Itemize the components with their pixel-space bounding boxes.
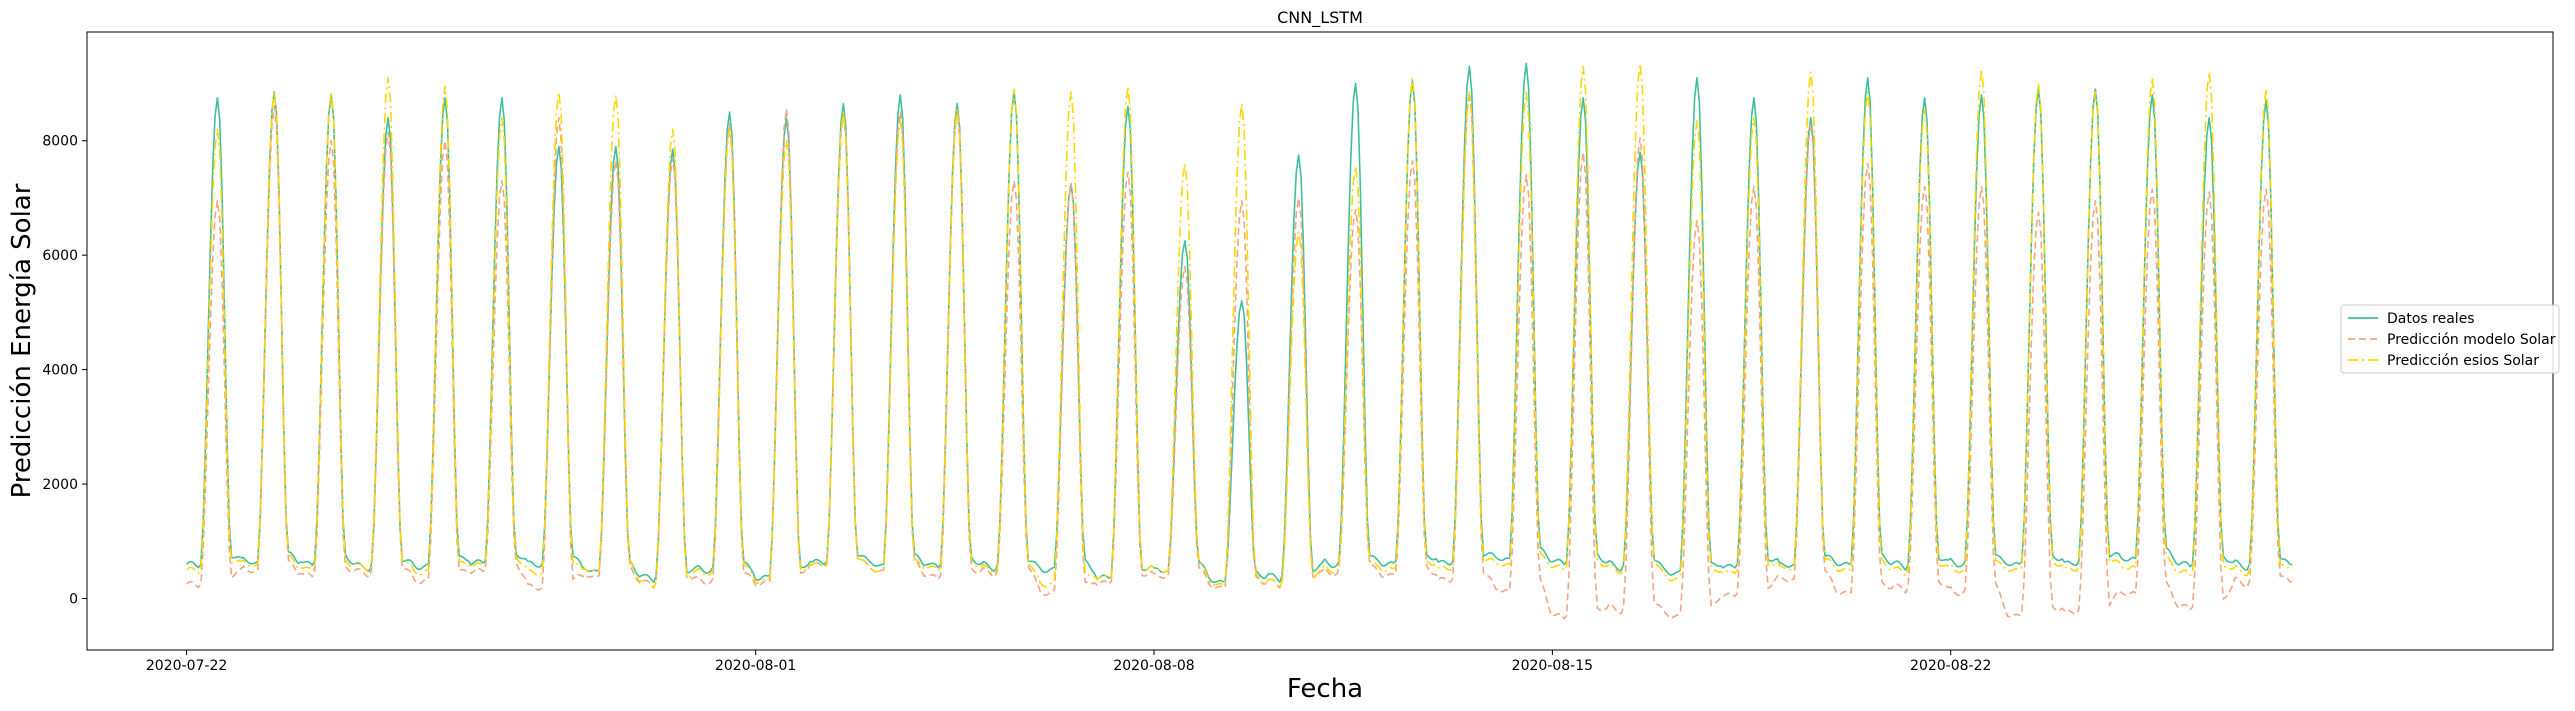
- y-tick-label: 6000: [42, 248, 78, 264]
- y-tick-label: 8000: [42, 134, 78, 150]
- plot-area-frame: [86, 31, 2554, 651]
- legend-label: Predicción modelo Solar: [2387, 332, 2556, 348]
- legend-box: [2340, 304, 2560, 374]
- x-tick-label: 2020-07-22: [146, 658, 227, 674]
- series-lines: [186, 62, 2293, 620]
- x-axis-ticks: 2020-07-22 2020-08-01 2020-08-08 2020-08-15…: [146, 650, 1991, 674]
- y-tick-label: 4000: [42, 363, 78, 379]
- legend-label: Datos reales: [2387, 311, 2475, 327]
- x-tick-label: 2020-08-01: [715, 658, 796, 674]
- series-line: [186, 62, 2293, 589]
- legend: Datos reales Predicción modelo Solar Predi…: [2340, 304, 2560, 374]
- x-tick-label: 2020-08-08: [1113, 658, 1194, 674]
- y-axis-ticks: 0 2000 4000 6000 8000: [42, 134, 87, 608]
- series-line: [186, 62, 2293, 584]
- y-tick-label: 0: [69, 592, 78, 608]
- y-axis-label: Predicción Energía Solar: [7, 183, 37, 498]
- legend-label: Predicción esios Solar: [2387, 353, 2539, 369]
- x-axis-label: Fecha: [1287, 674, 1363, 704]
- x-tick-label: 2020-08-15: [1512, 658, 1593, 674]
- series-line: [186, 91, 2293, 620]
- chart-title: CNN_LSTM: [1277, 8, 1363, 28]
- y-tick-label: 2000: [42, 477, 78, 493]
- x-tick-label: 2020-08-22: [1910, 658, 1991, 674]
